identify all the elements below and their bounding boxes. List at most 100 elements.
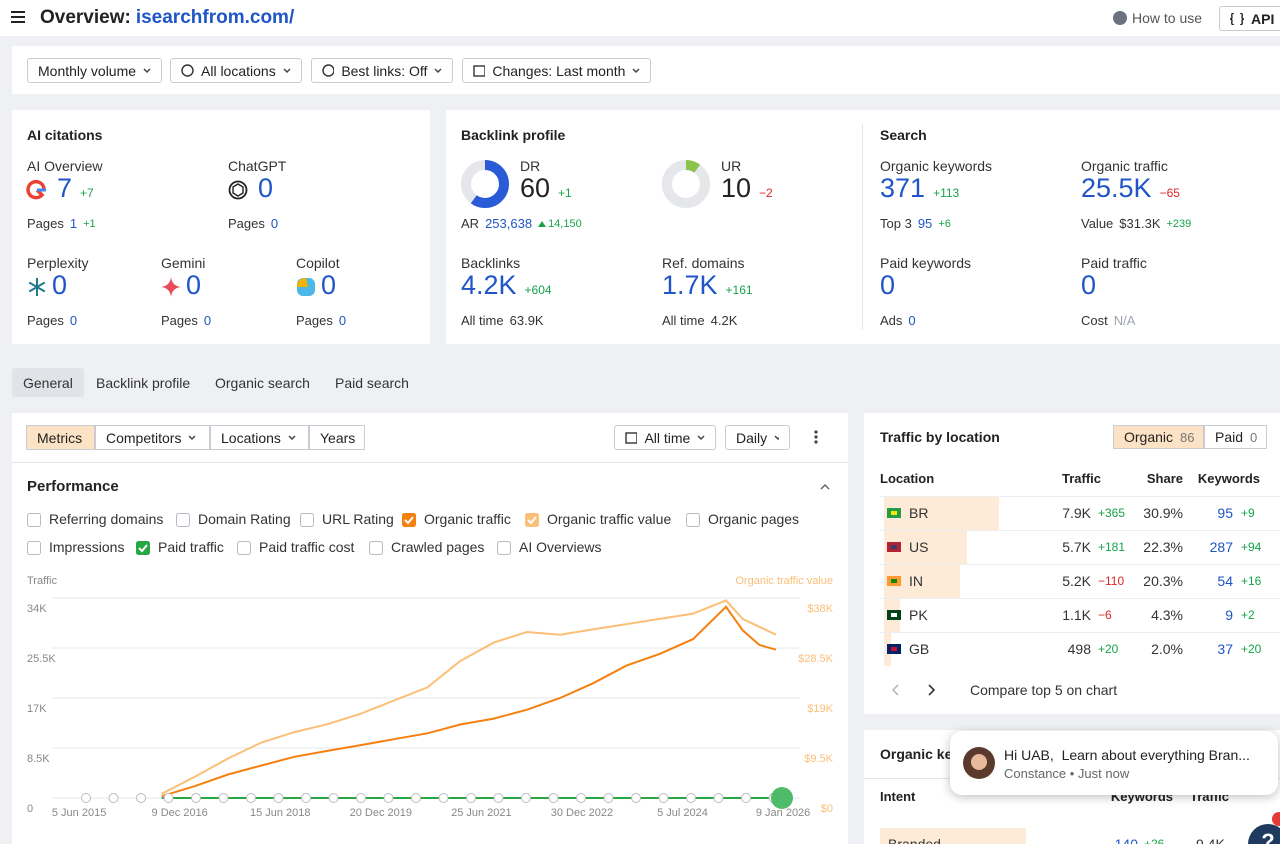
option-label[interactable]: Crawled pages [391, 539, 485, 555]
legend-label[interactable]: Paid traffic [158, 539, 224, 555]
filter-glyph [322, 64, 335, 77]
metric-value-row: 371 +113 [880, 173, 959, 204]
metric-value[interactable]: 0 [52, 270, 68, 300]
sub-label: Pages [27, 216, 64, 231]
x-tick-label: 30 Dec 2022 [551, 807, 613, 819]
filter-button[interactable]: All locations [170, 58, 302, 83]
sub-value[interactable]: 1 [69, 216, 78, 231]
flag-detail [891, 579, 897, 583]
sub-value[interactable]: 95 [917, 216, 933, 231]
metric-value[interactable]: 0 [880, 270, 896, 300]
metric-value-row: 0 [880, 270, 895, 301]
api-button[interactable]: API [1219, 6, 1280, 31]
sub-value[interactable]: 0 [338, 313, 347, 328]
chat-popup[interactable]: Hi UAB, Learn about everything Bran... Co… [950, 731, 1278, 795]
filter-label: Monthly volume [38, 62, 137, 79]
location-code[interactable]: GB [909, 641, 930, 657]
sub-value[interactable]: 0 [203, 313, 212, 328]
option-label[interactable]: Impressions [49, 539, 125, 555]
metric-value[interactable]: 0 [321, 270, 337, 300]
sub-label: Cost [1081, 313, 1108, 328]
domain-link[interactable]: isearchfrom.com/ [135, 7, 295, 28]
tool-button[interactable]: Locations [210, 425, 309, 450]
legend-label[interactable]: Organic traffic [424, 511, 511, 527]
metric-value[interactable]: 371 [880, 173, 926, 203]
performance-chart: Traffic Organic traffic value 0 8.5K 17K 25.5… [27, 575, 834, 819]
metric-value[interactable]: 4.2K [461, 270, 517, 300]
metric-value[interactable]: 7 [57, 173, 73, 203]
sub-value[interactable]: 253,638 [485, 216, 533, 231]
location-code[interactable]: US [909, 539, 929, 555]
sub-value[interactable]: $31.3K [1119, 216, 1161, 231]
column-header: Intent [880, 789, 916, 804]
location-code[interactable]: BR [909, 505, 929, 521]
row-divider [880, 564, 1280, 565]
filter-button[interactable]: Changes: Last month [462, 58, 651, 83]
compare-link[interactable]: Compare top 5 on chart [970, 682, 1118, 698]
option-label[interactable]: Referring domains [49, 511, 164, 527]
tab[interactable]: Paid search [335, 375, 409, 391]
filter-button[interactable]: Best links: Off [311, 58, 453, 83]
filter-button[interactable]: Monthly volume [27, 58, 162, 83]
option-label[interactable]: URL Rating [322, 511, 394, 527]
sub-value[interactable]: 0 [270, 216, 279, 231]
metric-change: −65 [1159, 186, 1180, 200]
metric-value[interactable]: 0 [1081, 270, 1097, 300]
donut-arc [461, 160, 509, 208]
tool-button[interactable]: Metrics [26, 425, 95, 450]
traffic-change: −6 [1098, 608, 1112, 622]
flag [887, 542, 901, 552]
sub-value[interactable]: 0 [69, 313, 78, 328]
mode-count: 0 [1250, 429, 1258, 445]
checkbox [525, 513, 539, 527]
sub-label: Ads [880, 313, 903, 328]
row-divider [880, 530, 1280, 531]
tool-button[interactable]: Competitors [95, 425, 210, 450]
location-code[interactable]: IN [909, 573, 923, 589]
tool-button[interactable]: Years [309, 425, 365, 450]
sub-value[interactable]: 63.9K [509, 313, 544, 328]
traffic-value: 9.4K [1196, 836, 1225, 844]
option-label[interactable]: Organic pages [708, 511, 800, 527]
tab[interactable]: Organic search [215, 375, 310, 391]
sub-value[interactable]: 4.2K [710, 313, 738, 328]
keywords-change: +94 [1241, 540, 1262, 554]
metric-value[interactable]: 10 [721, 173, 752, 203]
legend-label[interactable]: Organic traffic value [547, 511, 672, 527]
location-code[interactable]: PK [909, 607, 928, 623]
next [928, 684, 936, 696]
mode-button[interactable]: Paid 0 [1204, 425, 1267, 449]
checkbox [136, 541, 150, 555]
sub-label: Top 3 [880, 216, 912, 231]
sub-value[interactable]: N/A [1113, 313, 1136, 328]
x-tick-label: 9 Dec 2016 [152, 807, 208, 819]
checkbox-box [525, 513, 539, 527]
mode-button[interactable]: Organic 86 [1113, 425, 1204, 449]
sub-value[interactable]: 0 [908, 313, 916, 328]
chevron [143, 67, 151, 73]
help-widget[interactable]: ? [1248, 824, 1280, 844]
how-to-use[interactable]: How to use [1132, 10, 1203, 26]
metric-value[interactable]: 60 [520, 173, 551, 203]
range-button[interactable]: All time [614, 425, 716, 450]
metric-sub: Pages 0 [296, 313, 346, 328]
sub-label: All time [461, 313, 504, 328]
interval-button[interactable]: Daily [725, 425, 790, 450]
metric-value[interactable]: 0 [258, 173, 274, 203]
option-label[interactable]: Paid traffic cost [259, 539, 355, 555]
metric-change: +604 [524, 283, 552, 297]
rating-donut [662, 160, 710, 208]
tab[interactable]: Backlink profile [96, 375, 191, 391]
metric-value[interactable]: 1.7K [662, 270, 718, 300]
y-tick-label: 17K [27, 703, 47, 715]
metric-value[interactable]: 0 [186, 270, 202, 300]
option-label[interactable]: Domain Rating [198, 511, 291, 527]
chevron-path [774, 434, 779, 440]
ai-icon [28, 278, 46, 296]
update-marker [136, 793, 146, 803]
update-marker [81, 793, 91, 803]
metric-value[interactable]: 25.5K [1081, 173, 1152, 203]
option-label[interactable]: AI Overviews [519, 539, 602, 555]
tab[interactable]: General [23, 375, 73, 391]
metric-label: ChatGPT [228, 158, 287, 174]
